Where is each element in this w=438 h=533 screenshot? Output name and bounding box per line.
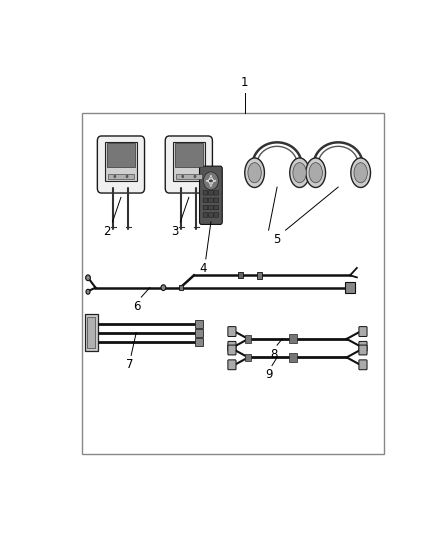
Circle shape bbox=[194, 175, 196, 178]
FancyBboxPatch shape bbox=[214, 198, 219, 203]
Circle shape bbox=[113, 175, 116, 178]
Bar bbox=[175, 143, 203, 167]
FancyBboxPatch shape bbox=[203, 205, 208, 210]
Bar bbox=[173, 142, 205, 181]
Ellipse shape bbox=[245, 158, 265, 188]
Circle shape bbox=[126, 175, 128, 178]
Ellipse shape bbox=[293, 163, 306, 183]
FancyBboxPatch shape bbox=[359, 345, 367, 355]
FancyBboxPatch shape bbox=[214, 191, 219, 195]
FancyBboxPatch shape bbox=[208, 198, 213, 203]
Bar bbox=[108, 174, 134, 179]
FancyBboxPatch shape bbox=[165, 136, 212, 193]
FancyBboxPatch shape bbox=[195, 338, 203, 346]
FancyBboxPatch shape bbox=[214, 205, 219, 210]
FancyBboxPatch shape bbox=[228, 360, 236, 370]
FancyBboxPatch shape bbox=[359, 327, 367, 336]
Text: 6: 6 bbox=[134, 300, 141, 313]
Text: 4: 4 bbox=[200, 262, 207, 275]
FancyBboxPatch shape bbox=[208, 191, 213, 195]
Ellipse shape bbox=[351, 158, 371, 188]
Text: 3: 3 bbox=[172, 225, 179, 238]
FancyBboxPatch shape bbox=[97, 136, 145, 193]
FancyBboxPatch shape bbox=[345, 282, 355, 293]
Bar bbox=[87, 317, 95, 349]
FancyBboxPatch shape bbox=[359, 342, 367, 351]
FancyBboxPatch shape bbox=[289, 353, 297, 362]
FancyBboxPatch shape bbox=[244, 335, 251, 343]
Text: 1: 1 bbox=[241, 76, 249, 88]
Text: 2: 2 bbox=[104, 225, 111, 238]
Bar bbox=[85, 314, 98, 351]
Bar bbox=[257, 272, 262, 279]
FancyBboxPatch shape bbox=[228, 327, 236, 336]
Bar bbox=[107, 143, 135, 167]
FancyBboxPatch shape bbox=[244, 354, 251, 361]
Circle shape bbox=[203, 172, 219, 190]
FancyBboxPatch shape bbox=[195, 329, 203, 337]
Ellipse shape bbox=[306, 158, 325, 188]
Circle shape bbox=[208, 177, 214, 184]
FancyBboxPatch shape bbox=[208, 213, 213, 217]
FancyBboxPatch shape bbox=[214, 213, 219, 217]
Bar bbox=[179, 285, 183, 290]
FancyBboxPatch shape bbox=[228, 342, 236, 351]
FancyBboxPatch shape bbox=[203, 198, 208, 203]
Ellipse shape bbox=[248, 163, 261, 183]
Bar bbox=[238, 272, 243, 278]
Ellipse shape bbox=[309, 163, 322, 183]
FancyBboxPatch shape bbox=[228, 345, 236, 355]
Text: 8: 8 bbox=[270, 348, 277, 361]
Text: 5: 5 bbox=[273, 233, 281, 246]
Bar bbox=[176, 174, 202, 179]
Circle shape bbox=[86, 289, 90, 294]
FancyBboxPatch shape bbox=[195, 320, 203, 328]
Circle shape bbox=[181, 175, 184, 178]
FancyBboxPatch shape bbox=[200, 166, 222, 224]
Text: 9: 9 bbox=[265, 368, 272, 382]
FancyBboxPatch shape bbox=[359, 360, 367, 370]
Circle shape bbox=[86, 275, 90, 281]
FancyBboxPatch shape bbox=[203, 213, 208, 217]
Circle shape bbox=[161, 285, 166, 290]
FancyBboxPatch shape bbox=[208, 205, 213, 210]
Ellipse shape bbox=[354, 163, 367, 183]
Bar bbox=[82, 113, 384, 454]
Ellipse shape bbox=[290, 158, 309, 188]
Bar bbox=[105, 142, 137, 181]
Text: 7: 7 bbox=[126, 358, 133, 371]
FancyBboxPatch shape bbox=[289, 334, 297, 343]
FancyBboxPatch shape bbox=[203, 191, 208, 195]
